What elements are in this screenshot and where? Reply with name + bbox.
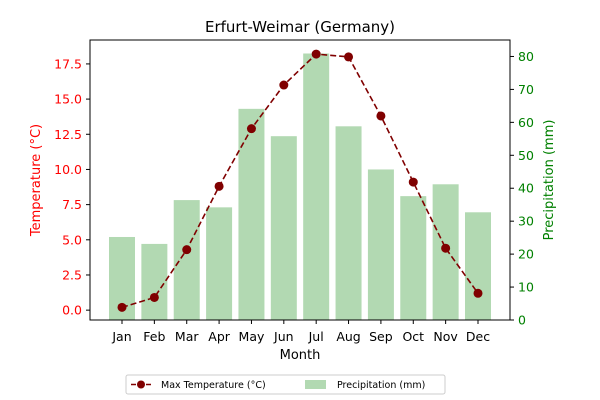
x-axis-label: Month (280, 348, 321, 363)
left-axis-ticks: 0.0 2.5 5.0 7.5 10.0 12.5 15.0 17.5 (54, 56, 90, 318)
precipitation-bars (109, 53, 491, 321)
x-tick-label-mar: Mar (175, 329, 199, 344)
x-tick-label-may: May (239, 329, 265, 344)
legend-label-precipitation: Precipitation (mm) (337, 380, 425, 391)
temperature-series-line (121, 53, 479, 309)
left-tick-label-17-5: 17.5 (54, 56, 82, 71)
legend: Max Temperature (°C) Precipitation (mm) (125, 374, 446, 395)
point-nov (441, 243, 451, 253)
right-axis-ticks: 0 10 20 30 40 50 60 70 80 (510, 49, 534, 328)
left-tick-label-5-0: 5.0 (62, 232, 82, 247)
chart-title: Erfurt-Weimar (Germany) (205, 18, 395, 36)
x-tick-label-feb: Feb (143, 329, 165, 344)
legend-label-temperature: Max Temperature (°C) (161, 380, 266, 391)
right-tick-label-40: 40 (518, 181, 534, 196)
x-tick-label-oct: Oct (402, 329, 424, 344)
right-tick-label-50: 50 (518, 148, 534, 163)
x-tick-label-dec: Dec (466, 329, 490, 344)
bar-jun (270, 136, 297, 320)
point-may (246, 124, 256, 134)
bar-feb (141, 243, 168, 320)
left-tick-label-0-0: 0.0 (62, 303, 82, 318)
bar-apr (206, 207, 233, 320)
bar-jul (303, 53, 330, 320)
point-jan (117, 302, 127, 312)
x-tick-label-sep: Sep (369, 329, 393, 344)
right-tick-label-70: 70 (518, 82, 534, 97)
legend-bar-swatch (305, 380, 326, 389)
point-apr (214, 181, 224, 191)
x-tick-label-aug: Aug (336, 329, 360, 344)
x-tick-label-jun: Jun (273, 329, 294, 344)
point-aug (344, 52, 354, 62)
legend-line-marker (137, 380, 145, 389)
bar-aug (335, 126, 362, 321)
left-tick-label-2-5: 2.5 (62, 267, 82, 282)
left-tick-label-7-5: 7.5 (62, 197, 82, 212)
right-tick-label-10: 10 (518, 280, 534, 295)
right-axis-label: Precipitation (mm) (542, 120, 557, 241)
point-mar (182, 245, 192, 255)
x-tick-label-apr: Apr (208, 329, 230, 344)
point-jun (279, 80, 289, 90)
right-tick-label-20: 20 (518, 247, 534, 262)
right-tick-label-30: 30 (518, 214, 534, 229)
right-tick-label-80: 80 (518, 49, 534, 64)
bar-may (238, 108, 265, 320)
left-tick-label-12-5: 12.5 (54, 127, 82, 142)
x-axis-ticks: Jan Feb Mar Apr May Jun Jul Aug Sep Oct Nov Dec (111, 320, 490, 344)
point-feb (149, 292, 159, 302)
left-tick-label-10-0: 10.0 (54, 162, 82, 177)
bar-sep (367, 169, 394, 320)
right-tick-label-0: 0 (518, 313, 526, 328)
plot-frame (89, 39, 511, 321)
point-oct (408, 177, 418, 187)
point-jul (311, 49, 321, 59)
point-dec (473, 288, 483, 298)
temperature-line (117, 49, 483, 312)
x-tick-label-jan: Jan (111, 329, 131, 344)
left-axis-label: Temperature (°C) (29, 124, 44, 237)
bar-dec (465, 212, 491, 320)
point-sep (376, 111, 386, 121)
legend-box (125, 374, 446, 395)
left-tick-label-15-0: 15.0 (54, 92, 82, 107)
x-tick-label-nov: Nov (433, 329, 458, 344)
bar-oct (400, 196, 427, 320)
bar-mar (173, 200, 200, 320)
right-tick-label-60: 60 (518, 115, 534, 130)
x-tick-label-jul: Jul (308, 329, 324, 344)
